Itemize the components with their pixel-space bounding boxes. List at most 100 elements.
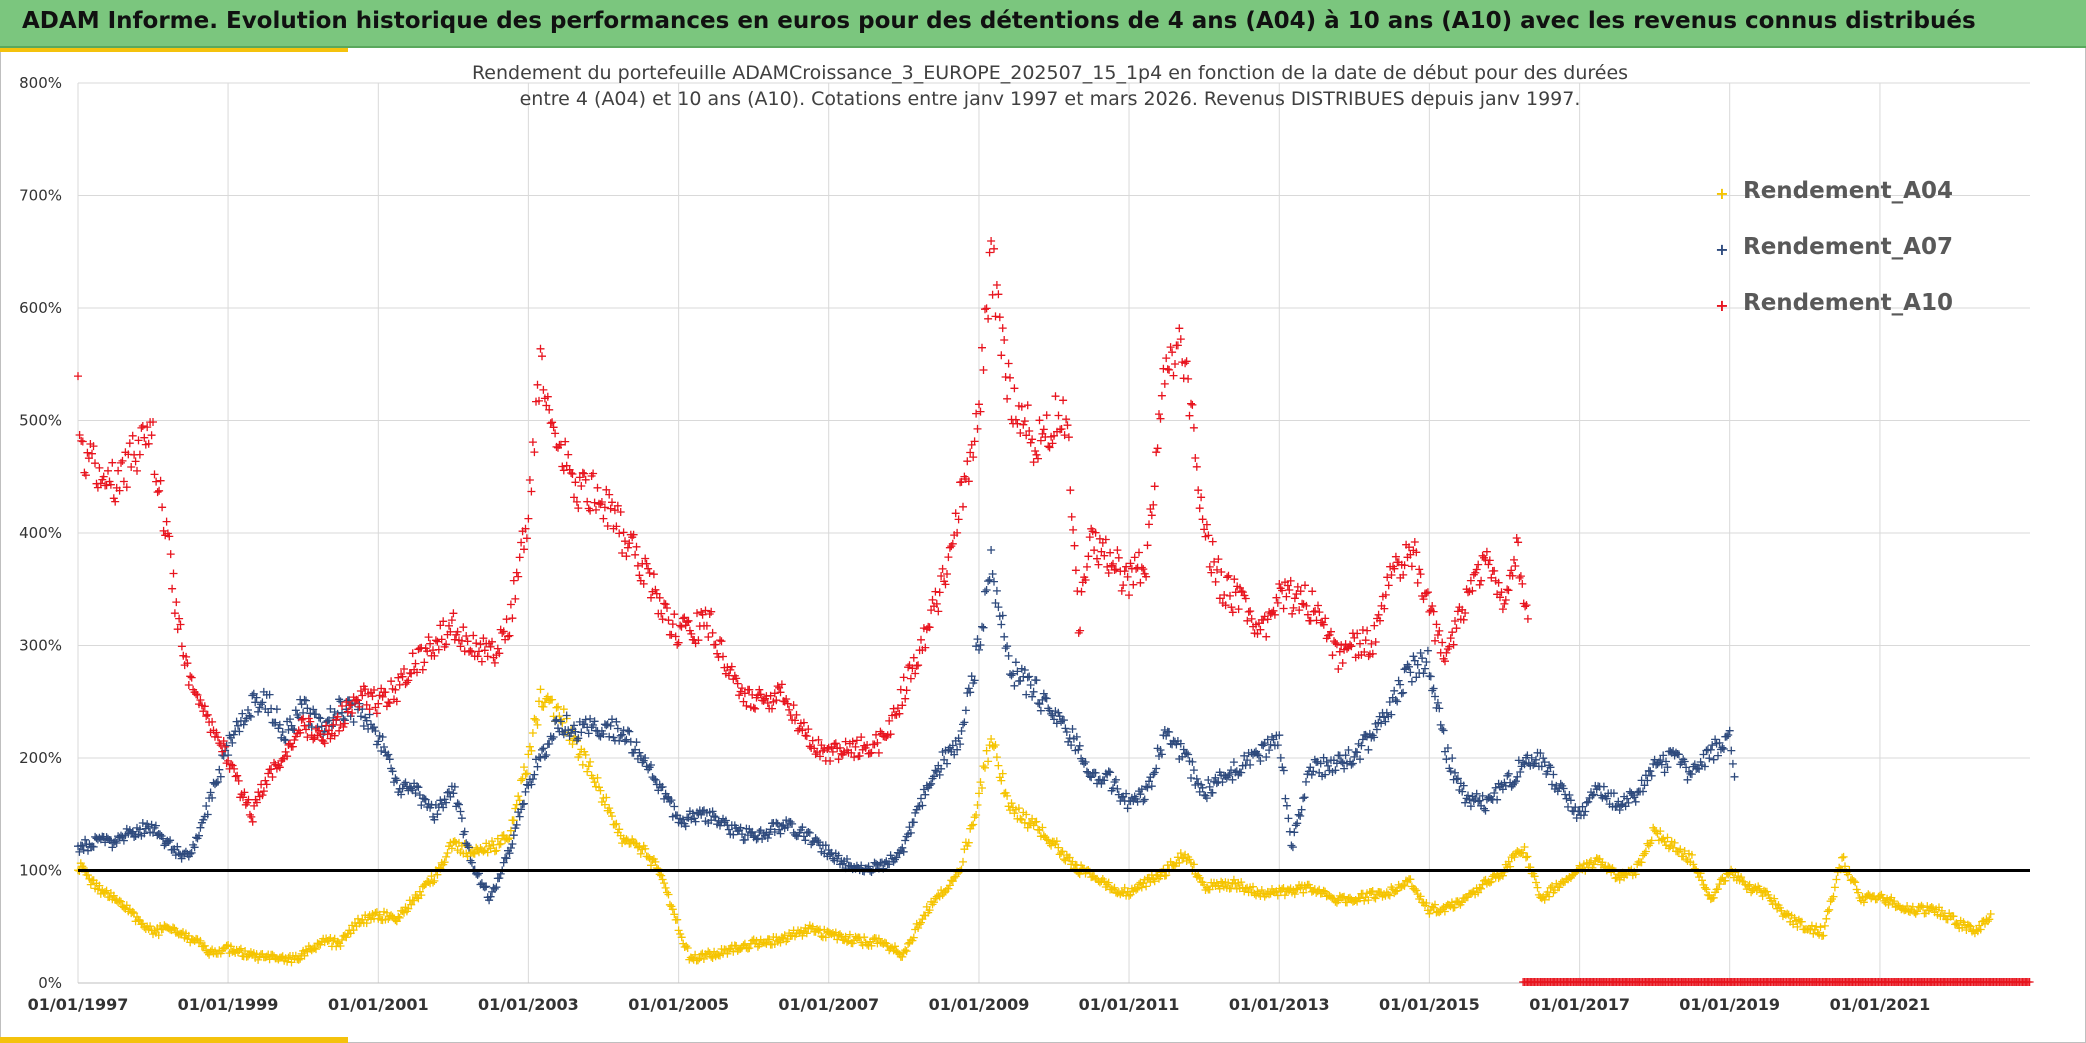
data-point-Rendement_A10 <box>957 477 966 486</box>
data-point-Rendement_A07 <box>1406 668 1415 677</box>
data-point-Rendement_A04 <box>1854 888 1863 897</box>
data-point-Rendement_A10 <box>917 635 925 644</box>
data-point-Rendement_A07 <box>631 745 640 754</box>
data-point-Rendement_A10 <box>542 401 551 410</box>
data-point-Rendement_A10 <box>1453 607 1462 616</box>
data-point-Rendement_A10 <box>288 742 297 751</box>
data-point-Rendement_A07 <box>258 698 267 707</box>
data-point-Rendement_A07 <box>1279 766 1288 775</box>
x-tick-label: 01/01/2007 <box>778 995 879 1014</box>
data-point-Rendement_A07 <box>177 854 186 863</box>
data-point-Rendement_A07 <box>589 721 598 729</box>
data-point-Rendement_A10 <box>346 701 355 710</box>
data-point-Rendement_A04 <box>606 808 615 817</box>
data-point-Rendement_A10 <box>1231 588 1240 597</box>
data-point-Rendement_A07 <box>414 783 423 792</box>
data-point-Rendement_A10 <box>477 657 486 666</box>
data-point-Rendement_A07 <box>1347 760 1356 769</box>
data-point-Rendement_A04 <box>605 804 614 813</box>
data-point-Rendement_A07 <box>119 836 128 845</box>
data-point-Rendement_A07 <box>490 884 499 893</box>
data-point-Rendement_A04 <box>1540 895 1549 904</box>
data-point-Rendement_A10 <box>687 629 696 638</box>
data-point-Rendement_A10 <box>1093 554 1101 563</box>
data-point-Rendement_A10 <box>183 659 192 668</box>
data-point-Rendement_A07 <box>228 738 237 747</box>
data-point-Rendement_A07 <box>834 851 843 860</box>
data-point-Rendement_A10 <box>281 747 290 756</box>
data-point-Rendement_A10 <box>558 462 567 471</box>
data-point-Rendement_A07 <box>1011 658 1020 667</box>
data-point-Rendement_A07 <box>1282 801 1291 810</box>
data-point-Rendement_A10 <box>219 737 228 745</box>
data-point-Rendement_A10 <box>799 718 808 727</box>
data-point-Rendement_A10 <box>1000 336 1009 344</box>
data-point-Rendement_A07 <box>549 733 558 741</box>
data-point-Rendement_A04 <box>536 685 545 694</box>
data-point-Rendement_A10 <box>652 589 661 598</box>
data-point-Rendement_A10 <box>749 703 758 712</box>
data-point-Rendement_A07 <box>605 732 614 741</box>
data-point-Rendement_A10 <box>530 448 539 457</box>
data-point-Rendement_A10 <box>1059 396 1068 405</box>
data-point-Rendement_A10 <box>1391 552 1400 561</box>
data-point-Rendement_A10 <box>618 549 627 557</box>
data-point-Rendement_A04 <box>1687 850 1696 859</box>
data-point-Rendement_A10 <box>899 673 908 682</box>
data-point-Rendement_A04 <box>950 873 959 882</box>
data-point-Rendement_A07 <box>439 803 448 812</box>
data-point-Rendement_A07 <box>843 855 851 863</box>
data-point-Rendement_A10 <box>970 437 979 446</box>
data-point-Rendement_A10 <box>1191 454 1200 462</box>
data-point-Rendement_A10 <box>701 606 710 615</box>
data-point-Rendement_A04 <box>1523 852 1532 861</box>
data-point-Rendement_A10 <box>467 647 476 656</box>
data-point-Rendement_A04 <box>415 887 424 896</box>
data-point-Rendement_A10 <box>475 647 483 656</box>
data-point-Rendement_A04 <box>440 858 449 867</box>
data-point-Rendement_A04 <box>1014 804 1023 813</box>
data-point-Rendement_A04 <box>1425 909 1434 918</box>
data-point-Rendement_A07 <box>1324 761 1332 770</box>
data-point-Rendement_A07 <box>559 730 568 739</box>
data-point-Rendement_A10 <box>1095 534 1104 543</box>
data-point-Rendement_A07 <box>156 830 165 839</box>
data-point-Rendement_A07 <box>151 821 160 830</box>
data-point-Rendement_A07 <box>349 718 358 726</box>
data-point-Rendement_A10 <box>592 505 600 514</box>
data-point-Rendement_A04 <box>1637 858 1646 867</box>
data-point-Rendement_A10 <box>1157 391 1166 400</box>
data-point-Rendement_A04 <box>694 956 702 965</box>
data-point-Rendement_A07 <box>1564 802 1572 811</box>
data-point-Rendement_A10 <box>678 614 687 623</box>
data-point-Rendement_A10 <box>885 716 894 725</box>
data-point-Rendement_A10 <box>528 438 537 447</box>
data-point-Rendement_A10 <box>300 721 309 730</box>
data-point-Rendement_A07 <box>1165 728 1174 736</box>
data-point-Rendement_A04 <box>371 908 380 917</box>
data-point-Rendement_A07 <box>397 790 406 799</box>
y-tick-label: 0% <box>38 974 62 992</box>
data-point-Rendement_A10 <box>1432 620 1441 629</box>
data-point-Rendement_A10 <box>651 585 660 594</box>
data-point-Rendement_A07 <box>772 818 781 827</box>
data-point-Rendement_A07 <box>1394 676 1403 685</box>
data-point-Rendement_A10 <box>1192 462 1201 471</box>
data-point-Rendement_A10 <box>506 600 515 609</box>
data-point-Rendement_A10 <box>1198 515 1207 524</box>
data-point-Rendement_A10 <box>275 763 284 772</box>
data-point-Rendement_A10 <box>177 642 186 651</box>
data-point-Rendement_A10 <box>751 704 760 713</box>
data-point-Rendement_A07 <box>229 730 238 739</box>
data-point-Rendement_A07 <box>1687 770 1696 779</box>
data-point-Rendement_A10 <box>1054 411 1063 420</box>
data-point-Rendement_A07 <box>1529 760 1538 769</box>
data-point-Rendement_A07 <box>1581 807 1590 816</box>
data-point-Rendement_A10 <box>1295 606 1304 615</box>
data-point-Rendement_A07 <box>1047 709 1056 718</box>
data-point-Rendement_A07 <box>265 690 274 699</box>
data-point-Rendement_A07 <box>1152 764 1161 773</box>
data-point-Rendement_A10 <box>1383 573 1392 582</box>
data-point-Rendement_A10 <box>711 640 720 649</box>
data-point-Rendement_A04 <box>600 800 609 809</box>
